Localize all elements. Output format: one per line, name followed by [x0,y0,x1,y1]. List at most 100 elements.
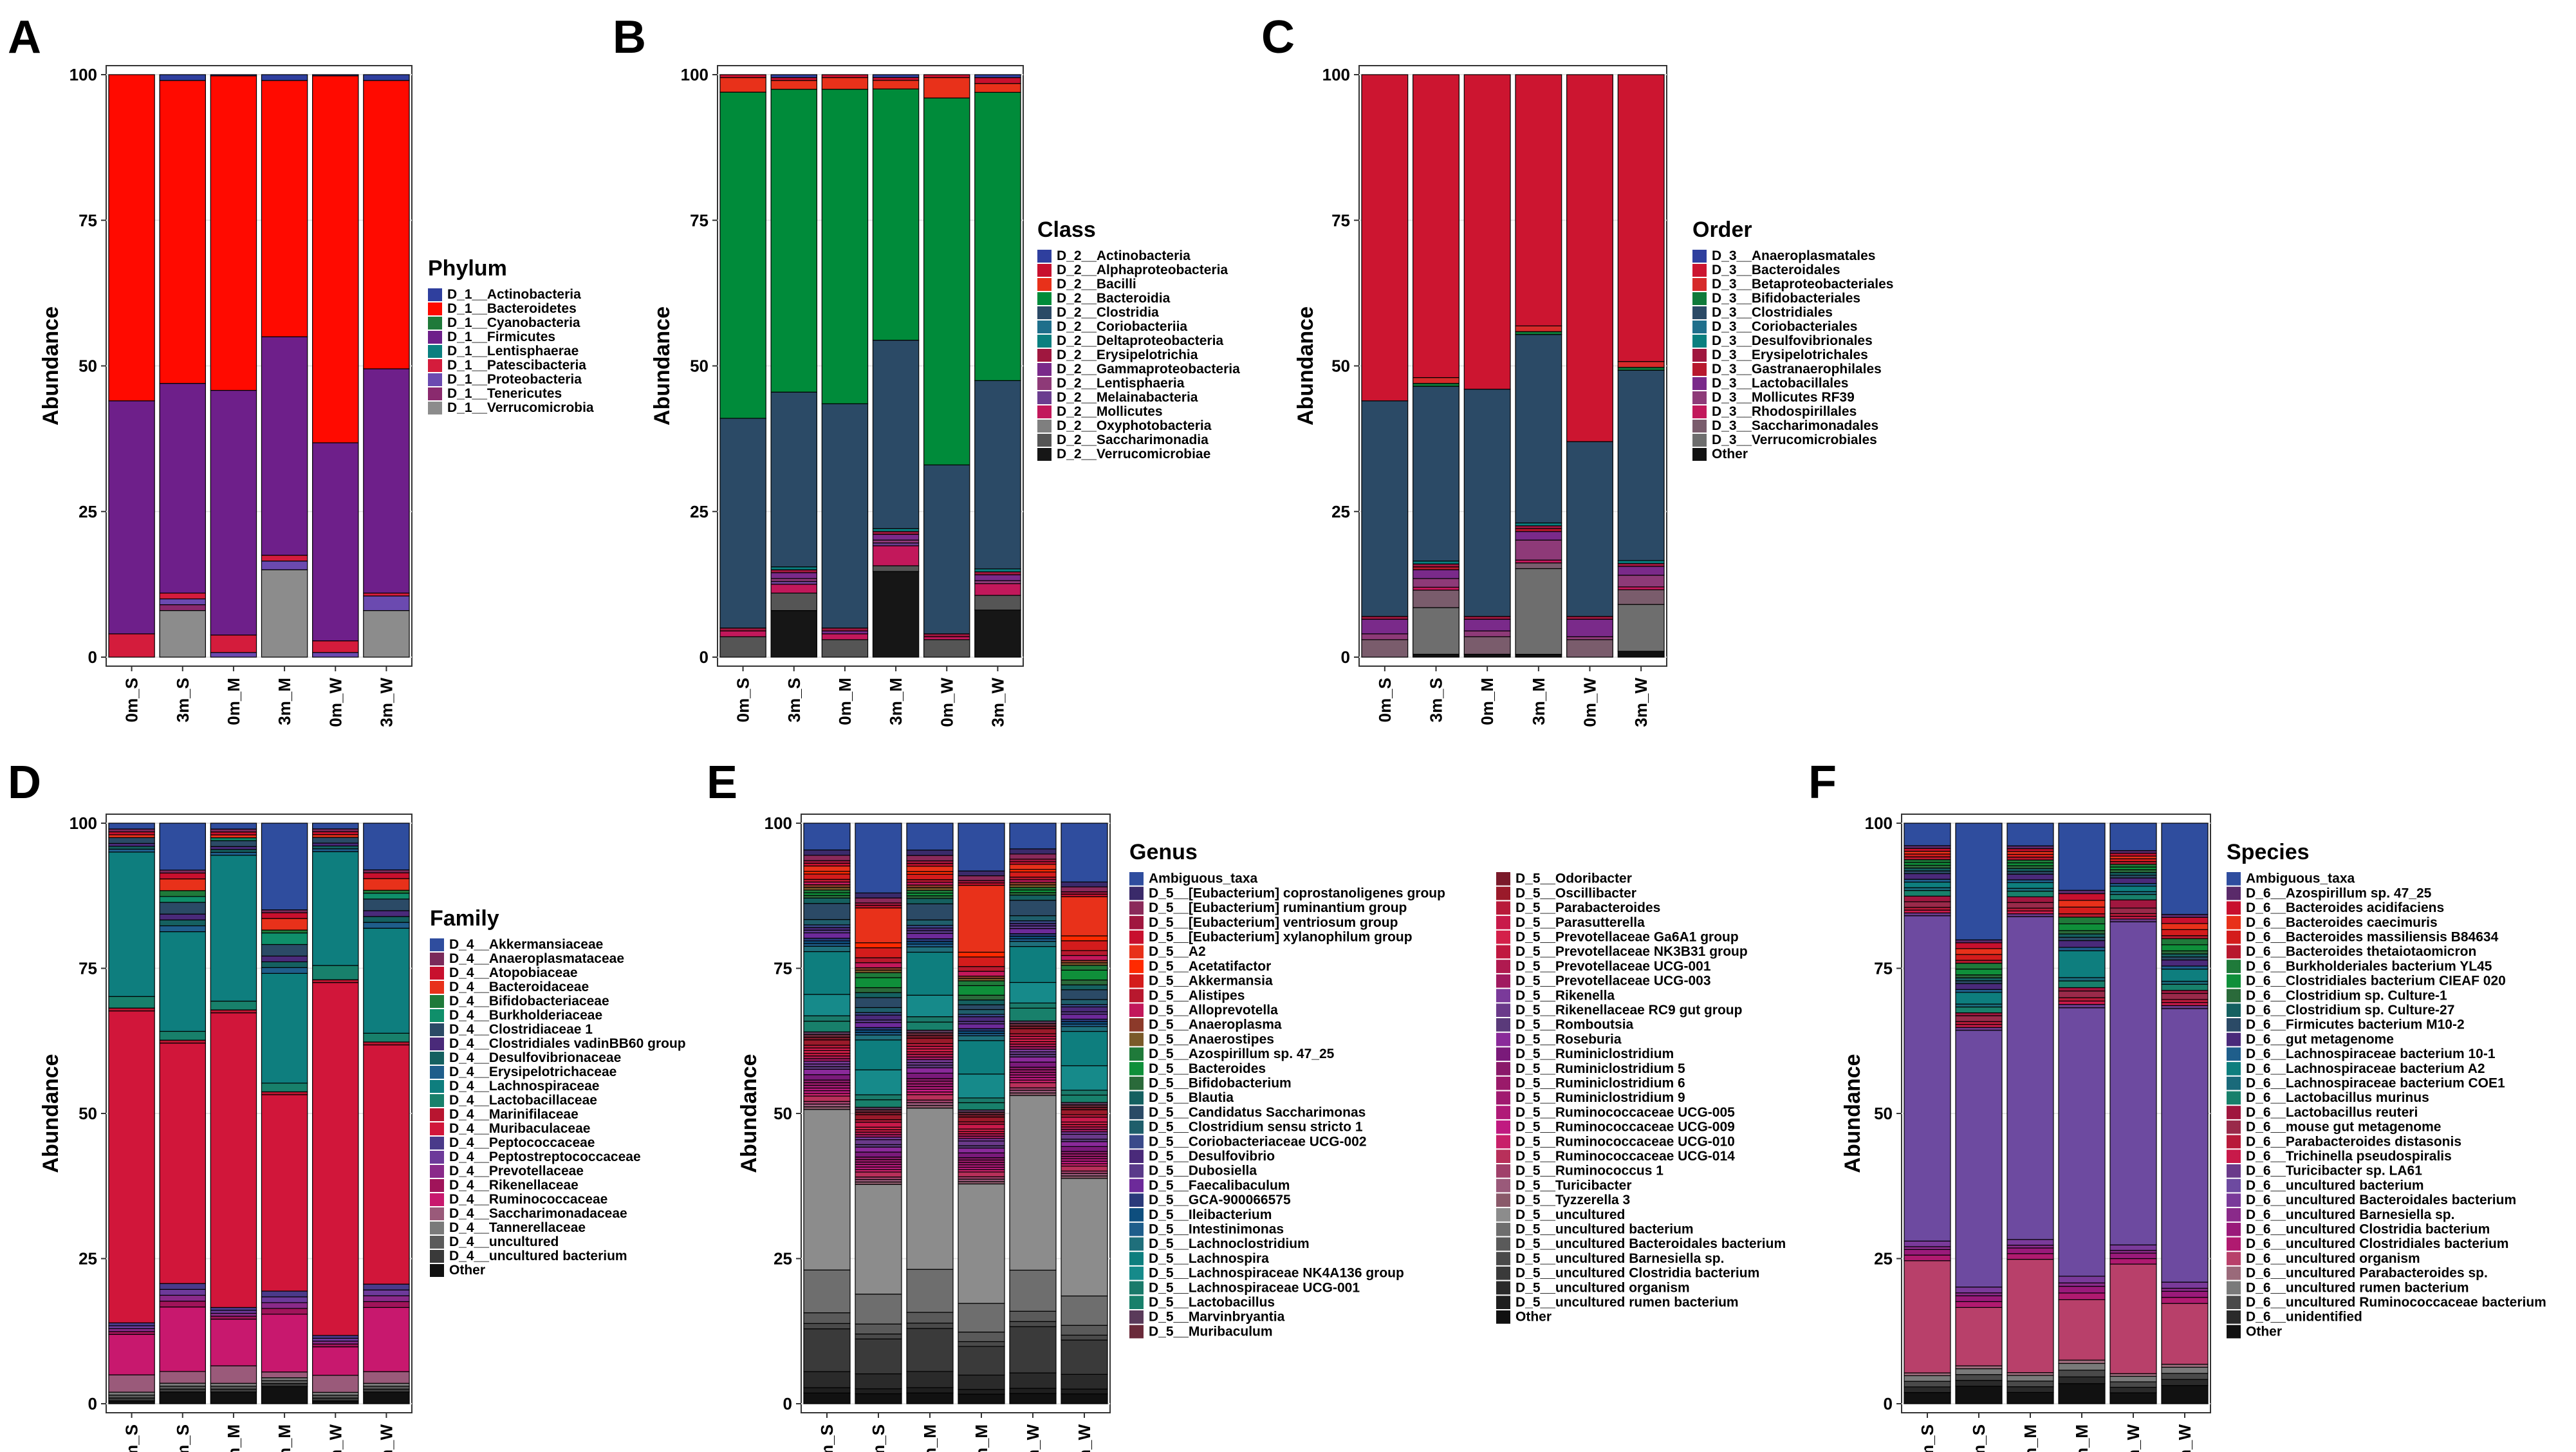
bar-segment [906,1371,954,1388]
bar-segment [1955,960,2003,964]
legend-swatch [1037,434,1052,447]
bar-segment [363,1388,410,1393]
bar-segment [1566,619,1613,637]
bar-segment [1904,909,1951,914]
legend-swatch [2227,1091,2241,1105]
bar-segment [2058,1383,2106,1404]
bar-segment [312,640,359,653]
bar-segment [1463,616,1511,620]
bar-segment [803,1095,851,1102]
bar-segment [2006,910,2054,915]
legend-item: D_6__uncultured bacterium [2246,1178,2424,1193]
bar-segment [906,855,954,862]
bar-segment [2109,1244,2157,1251]
bar-segment [159,1388,206,1393]
bar-segment [1955,1292,2003,1296]
x-tick-label: 3m_W [1631,678,1651,727]
bar-segment [906,1038,954,1045]
bar-segment [855,892,902,898]
bar-segment [1904,907,1951,911]
bar-segment [803,1052,851,1057]
legend-swatch [1496,1032,1510,1047]
y-tick-label: 75 [1874,959,1893,978]
legend-item: D_5__Lachnospiraceae NK4A136 group [1149,1266,1404,1281]
bar-segment [1061,886,1108,893]
bar-segment [261,1290,308,1298]
bar-segment [1061,1325,1108,1336]
bar-segment [719,91,766,419]
legend-item: D_6__Lachnospiraceae bacterium A2 [2246,1061,2485,1076]
bar-segment [2109,899,2157,909]
bar-segment [363,910,410,917]
bar-segment [2006,1244,2054,1249]
legend-swatch [430,1250,444,1263]
legend-item: D_2__Coriobacteriia [1057,319,1187,334]
legend-swatch [1496,1047,1510,1061]
bar-segment [855,1094,902,1101]
legend-swatch [1129,1222,1144,1236]
bar-segment [1955,974,2003,978]
legend-swatch [1129,974,1144,988]
bar-segment [363,1041,410,1046]
x-tick-label: 0m_S [817,1424,837,1452]
bar-segment [803,951,851,995]
bar-segment [1061,984,1108,991]
x-tick-label: 3m_M [1529,678,1548,725]
bar-segment [2058,933,2106,938]
legend-swatch [1037,448,1052,461]
bar-segment [1566,616,1613,620]
bar-segment [1061,940,1108,951]
legend-swatch [2227,1120,2241,1134]
legend-swatch [1129,1047,1144,1061]
bar-segment [958,1035,1005,1041]
bar-segment [159,1382,206,1387]
bar-segment [363,893,410,900]
bar-segment [974,91,1021,381]
bar-segment [312,979,359,983]
bar-segment [312,1400,359,1404]
bar-segment [906,1072,954,1079]
bar-segment [1617,604,1665,652]
bar-segment [855,1069,902,1095]
legend-swatch [2227,989,2241,1003]
legend-swatch [1129,1003,1144,1017]
bar-segment [1955,1287,2003,1294]
x-tick-label: 0m_W [326,678,345,727]
bar-segment [1009,1269,1057,1312]
legend-swatch [430,1023,444,1036]
bar-segment [2161,1379,2209,1386]
bar-segment [906,882,954,886]
bar-segment [261,1372,308,1379]
y-tick-label: 50 [690,357,709,376]
bar-segment [1061,896,1108,936]
bar-segment [2006,896,2054,903]
legend-item: D_5__Bifidobacterium [1149,1076,1292,1091]
bar-segment [159,1392,206,1404]
bar-segment [210,1392,257,1404]
bar-segment [872,539,920,544]
bar-segment [261,80,308,337]
bar-segment [1009,982,1057,1003]
legend-swatch [2227,974,2241,988]
bar-segment [1413,563,1459,568]
legend-swatch [430,1038,444,1050]
legend-item: D_2__Bacilli [1057,277,1136,292]
bar-segment [1904,856,1951,861]
bar-segment [2058,893,2106,901]
bar-segment [312,842,359,846]
bar-segment [2058,1292,2106,1300]
legend-item: D_5__Turicibacter [1515,1178,1632,1193]
bar-segment [1904,1260,1951,1373]
bar-segment [906,1067,954,1074]
legend-swatch [2227,1281,2241,1295]
legend-item: D_5__Parasutterella [1515,915,1645,930]
bar-segment [803,873,851,880]
bar-segment [958,870,1005,877]
bar-segment [821,633,869,640]
bar-segment [2058,913,2106,918]
bar-segment [363,878,410,891]
bar-segment [2161,950,2209,954]
bar-segment [312,1346,359,1376]
legend-swatch [2227,1062,2241,1075]
